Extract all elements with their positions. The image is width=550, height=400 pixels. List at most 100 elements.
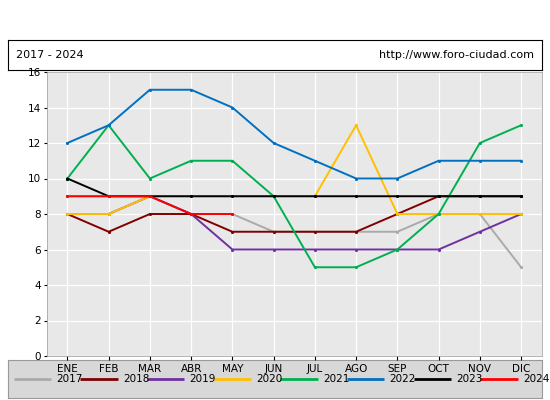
2017 [271,229,277,234]
2023 [436,194,442,199]
2021 [518,123,525,128]
2024 [64,194,70,199]
2017 [106,194,112,199]
2022 [229,105,235,110]
2024 [106,194,112,199]
2018 [64,212,70,216]
2017 [476,212,483,216]
2023 [353,194,360,199]
2020 [311,194,318,199]
2023 [476,194,483,199]
2021 [106,123,112,128]
Text: 2024: 2024 [523,374,549,384]
2017 [229,212,235,216]
2017 [188,212,195,216]
2020 [476,212,483,216]
2019 [518,212,525,216]
Line: 2019: 2019 [65,194,523,251]
2023 [518,194,525,199]
2017 [394,229,400,234]
2021 [229,158,235,163]
2019 [311,247,318,252]
Line: 2023: 2023 [65,177,523,198]
2021 [394,247,400,252]
2022 [394,176,400,181]
2017 [518,265,525,270]
2023 [394,194,400,199]
2020 [271,194,277,199]
Text: Evolucion del paro registrado en Olula de Castro: Evolucion del paro registrado en Olula d… [74,12,476,28]
2022 [271,141,277,146]
2021 [353,265,360,270]
Text: 2017: 2017 [56,374,82,384]
Text: 2022: 2022 [390,374,416,384]
2022 [353,176,360,181]
2021 [436,212,442,216]
Line: 2022: 2022 [65,88,523,180]
2020 [64,212,70,216]
2019 [229,247,235,252]
2023 [271,194,277,199]
2017 [311,229,318,234]
2020 [353,123,360,128]
2018 [311,229,318,234]
2021 [476,141,483,146]
2021 [311,265,318,270]
2019 [146,194,153,199]
2019 [394,247,400,252]
2022 [64,141,70,146]
2018 [436,194,442,199]
2024 [229,212,235,216]
2023 [146,194,153,199]
2018 [394,212,400,216]
2017 [146,194,153,199]
2018 [476,194,483,199]
2022 [311,158,318,163]
2022 [106,123,112,128]
2019 [64,212,70,216]
2024 [188,212,195,216]
2018 [106,229,112,234]
Text: 2019: 2019 [190,374,216,384]
2018 [353,229,360,234]
2019 [353,247,360,252]
2023 [229,194,235,199]
2021 [146,176,153,181]
2019 [271,247,277,252]
2021 [64,176,70,181]
Line: 2024: 2024 [65,194,234,216]
2023 [64,176,70,181]
Line: 2021: 2021 [65,124,523,269]
2022 [518,158,525,163]
2021 [188,158,195,163]
2020 [394,212,400,216]
2020 [188,194,195,199]
2023 [311,194,318,199]
Text: 2021: 2021 [323,374,349,384]
Line: 2018: 2018 [65,194,523,234]
2019 [476,229,483,234]
2022 [476,158,483,163]
2020 [436,212,442,216]
2018 [271,229,277,234]
2019 [106,212,112,216]
2021 [271,194,277,199]
2024 [146,194,153,199]
2023 [188,194,195,199]
2018 [518,194,525,199]
2017 [353,229,360,234]
Line: 2017: 2017 [65,194,523,269]
2018 [146,212,153,216]
2020 [106,212,112,216]
2017 [64,194,70,199]
2017 [436,212,442,216]
Text: 2023: 2023 [456,374,483,384]
2022 [188,87,195,92]
Text: 2018: 2018 [123,374,150,384]
2019 [436,247,442,252]
2022 [436,158,442,163]
2019 [188,212,195,216]
Text: 2017 - 2024: 2017 - 2024 [16,50,84,60]
2022 [146,87,153,92]
2018 [188,212,195,216]
